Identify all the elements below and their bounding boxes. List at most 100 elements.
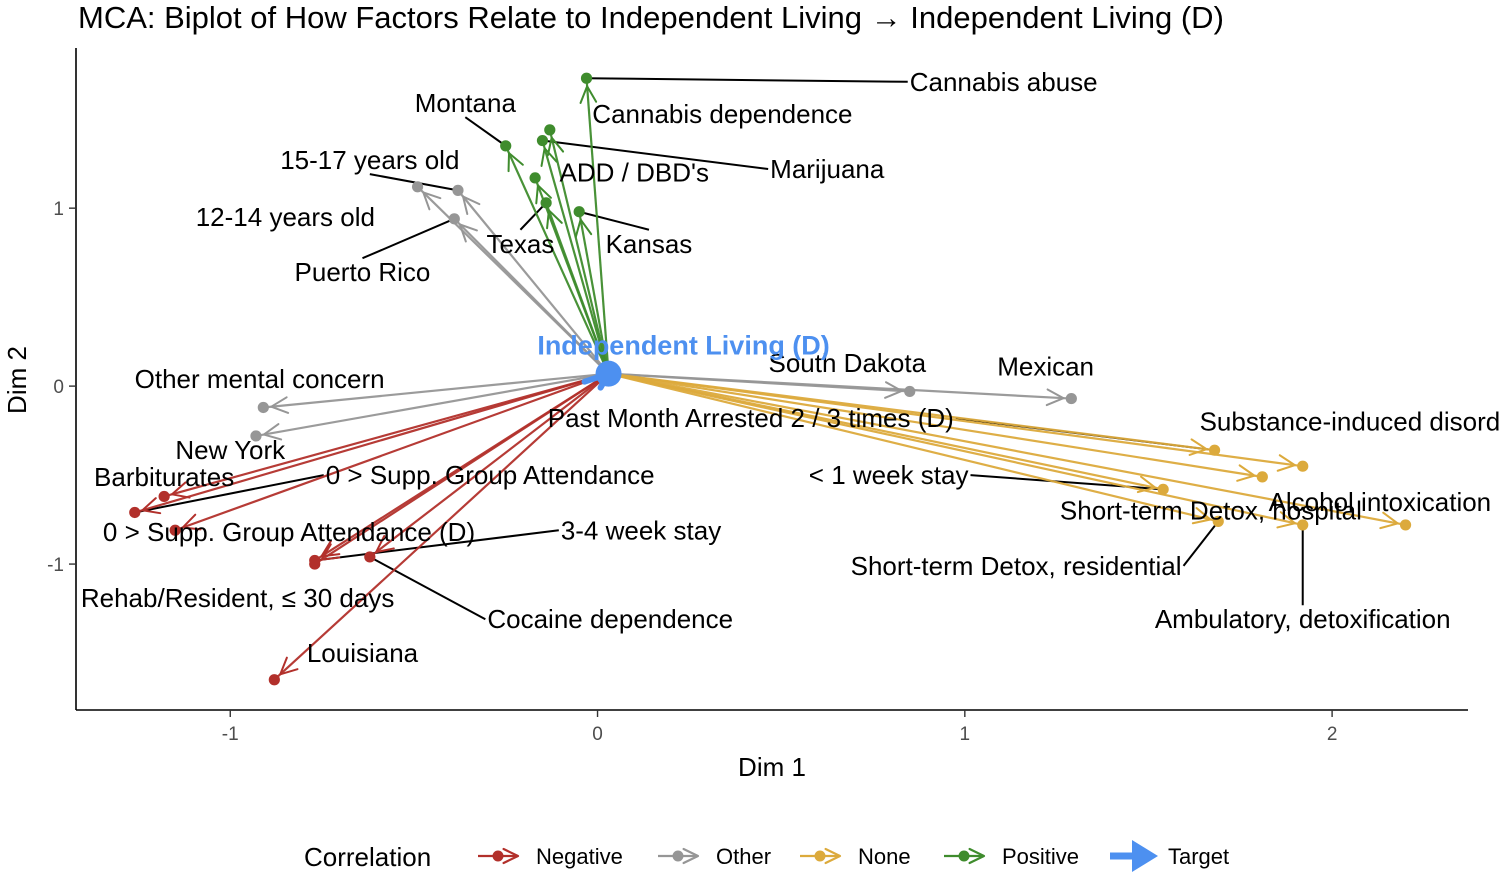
- point-other: [411, 181, 424, 193]
- leader-line: [464, 116, 507, 147]
- arrow-negative: [163, 372, 609, 498]
- legend-key-point: [492, 850, 504, 862]
- arrow-head: [579, 85, 598, 104]
- point-label: Mexican: [997, 352, 1094, 382]
- point-positive: [580, 72, 593, 84]
- point-label: 3-4 week stay: [561, 515, 721, 545]
- point-positive: [544, 124, 556, 136]
- arrow-head: [546, 136, 565, 157]
- y-tick-label: 0: [53, 377, 64, 398]
- arrow-head: [1188, 438, 1208, 456]
- point-label: 0 > Supp. Group Attendance (D): [103, 517, 475, 547]
- point-negative: [169, 524, 181, 536]
- arrow-negative: [174, 372, 609, 532]
- arrow-none: [608, 372, 1263, 478]
- arrow-head: [170, 481, 191, 499]
- point-negative: [268, 674, 280, 686]
- x-tick-label: -1: [222, 724, 239, 745]
- point-negative: [309, 558, 321, 570]
- arrow-head: [375, 535, 395, 554]
- legend-key-point: [672, 850, 684, 862]
- point-none: [1256, 471, 1268, 483]
- point-none: [1399, 519, 1412, 531]
- legend-key-point: [958, 850, 970, 862]
- arrow-other: [453, 218, 610, 375]
- point-other: [257, 401, 269, 414]
- x-tick-label: 0: [592, 724, 603, 745]
- legend-label: Target: [1168, 844, 1229, 869]
- point-positive: [573, 206, 585, 218]
- leader-line: [1182, 520, 1220, 567]
- point-other: [1065, 392, 1077, 405]
- arrow-head: [462, 195, 481, 216]
- arrow-head: [1236, 464, 1256, 482]
- leader-line: [519, 202, 547, 231]
- legend-key-head: [682, 847, 700, 865]
- point-other: [448, 213, 460, 225]
- arrow-head: [884, 381, 903, 399]
- point-none: [1212, 515, 1224, 527]
- arrow-negative: [273, 372, 610, 681]
- arrow-head: [574, 218, 593, 238]
- leader-line: [362, 217, 455, 260]
- legend-key-head: [824, 847, 842, 865]
- x-axis-title: Dim 1: [738, 752, 806, 782]
- point-label: 0 > Supp. Group Attendance: [326, 460, 655, 490]
- point-negative: [364, 551, 376, 563]
- leader-line: [586, 77, 908, 83]
- point-label: Alcohol intoxication: [1269, 487, 1492, 517]
- arrow-head: [279, 656, 299, 676]
- arrow-none: [608, 372, 1406, 527]
- arrow-head: [262, 423, 283, 441]
- arrow-head: [1276, 511, 1296, 529]
- leader-line: [369, 556, 486, 621]
- point-label: Montana: [415, 88, 517, 118]
- arrow-positive: [578, 211, 610, 374]
- legend-key-point: [814, 850, 826, 862]
- leader-line: [578, 210, 650, 231]
- leader-line: [369, 173, 459, 192]
- point-other: [904, 385, 916, 398]
- point-label: Substance-induced disorder: [1200, 407, 1500, 437]
- arrow-none: [608, 372, 1219, 523]
- point-label: Texas: [486, 229, 554, 259]
- point-label: Marijuana: [770, 154, 885, 184]
- point-label: South Dakota: [769, 348, 927, 378]
- arrow-positive: [548, 129, 610, 374]
- legend-label: Other: [716, 844, 771, 869]
- arrow-other: [457, 189, 610, 375]
- point-label: New York: [175, 435, 286, 465]
- arrow-positive: [541, 140, 610, 374]
- point-label: Past Month Arrested 2 / 3 times (D): [548, 403, 954, 433]
- arrow-head: [141, 497, 162, 515]
- point-negative: [129, 506, 141, 519]
- point-none: [1208, 444, 1221, 456]
- y-axis-title: Dim 2: [2, 346, 32, 414]
- chart-title: MCA: Biplot of How Factors Relate to Ind…: [78, 0, 1224, 35]
- legend-label: None: [858, 844, 911, 869]
- arrow-head: [1276, 454, 1296, 472]
- point-label: Short-term Detox, residential: [851, 551, 1182, 581]
- arrow-other: [608, 372, 1072, 400]
- point-negative: [158, 490, 170, 503]
- point-label: Kansas: [606, 229, 693, 259]
- point-label: Barbiturates: [94, 462, 234, 492]
- arrow-none: [608, 372, 1303, 468]
- point-positive: [529, 172, 541, 184]
- point-label: Short-term Detox, hospital: [1060, 496, 1362, 526]
- legend-label: Positive: [1002, 844, 1079, 869]
- arrow-other: [263, 372, 609, 409]
- arrow-head: [546, 209, 563, 230]
- arrow-negative: [134, 372, 609, 514]
- arrow-head: [270, 396, 290, 414]
- point-positive: [540, 197, 552, 209]
- x-tick-label: 1: [960, 724, 971, 745]
- point-other: [452, 184, 464, 196]
- arrow-head: [535, 184, 552, 205]
- arrow-positive: [585, 78, 610, 374]
- arrow-head: [181, 513, 202, 531]
- point-label: Cannabis dependence: [592, 99, 852, 129]
- arrow-head: [1191, 507, 1212, 525]
- point-label: 15-17 years old: [280, 145, 459, 175]
